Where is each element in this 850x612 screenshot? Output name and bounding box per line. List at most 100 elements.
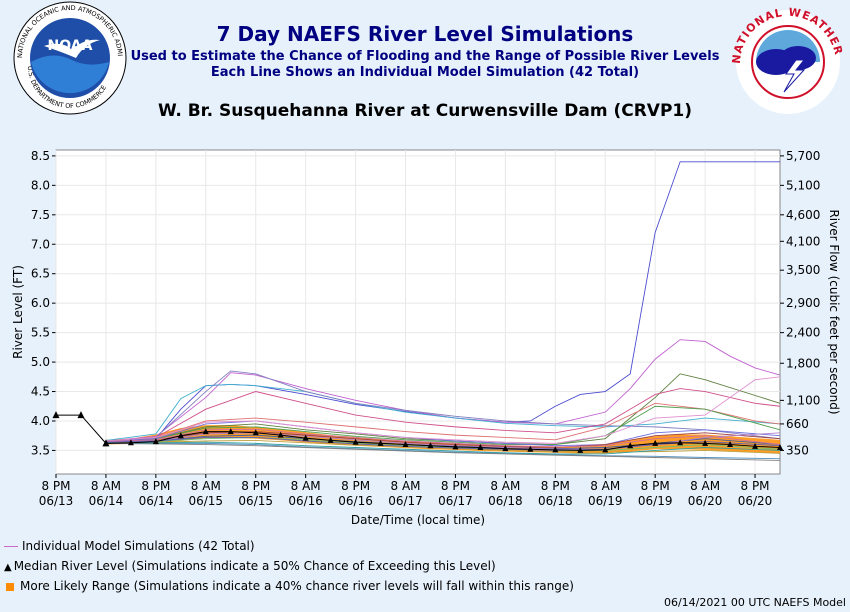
x-tick-label-date: 06/14	[89, 494, 124, 508]
y-tick-label: 4.0	[31, 414, 50, 428]
median-point	[577, 446, 584, 453]
simulation-line	[105, 441, 781, 455]
median-point	[702, 439, 709, 446]
median-point	[302, 434, 309, 441]
y2-tick-label: 5,700	[786, 149, 820, 163]
x-tick-label-date: 06/18	[488, 494, 523, 508]
y-axis-label: River Level (FT)	[11, 265, 25, 359]
y2-tick-label: 4,600	[786, 208, 820, 222]
legend-median-icon: ▲	[4, 562, 12, 573]
simulation-line	[105, 428, 781, 448]
x-tick-label-time: 8 PM	[741, 479, 770, 493]
legend-range-icon	[6, 582, 14, 591]
model-run-footer: 06/14/2021 00 UTC NAEFS Model	[663, 596, 846, 609]
x-tick-label-time: 8 PM	[541, 479, 570, 493]
x-tick-label-date: 06/18	[538, 494, 573, 508]
x-tick-label-time: 8 AM	[91, 479, 121, 493]
median-point	[202, 428, 209, 435]
median-point	[477, 443, 484, 450]
median-point	[352, 438, 359, 445]
y-tick-label: 7.5	[31, 208, 50, 222]
legend-range-label: More Likely Range (Simulations indicate …	[20, 579, 574, 593]
y-tick-label: 8.5	[31, 149, 50, 163]
x-tick-label-date: 06/17	[438, 494, 473, 508]
simulation-line	[105, 420, 781, 447]
median-point	[777, 443, 783, 450]
median-point	[227, 428, 234, 435]
page-title: 7 Day NAEFS River Level Simulations	[216, 22, 634, 46]
y-tick-label: 3.5	[31, 443, 50, 457]
x-tick-label-date: 06/19	[638, 494, 673, 508]
y2-tick-label: 1,100	[786, 393, 820, 407]
x-tick-label-date: 06/15	[188, 494, 223, 508]
y2-axis-label: River Flow (cubic feet per second)	[827, 209, 841, 414]
legend-individual: Individual Model Simulations (42 Total)	[4, 539, 255, 553]
median-point	[727, 441, 734, 448]
y-tick-label: 8.0	[31, 178, 50, 192]
y2-tick-label: 4,100	[786, 234, 820, 248]
simulation-line	[105, 388, 781, 442]
x-tick-label-date: 06/19	[588, 494, 623, 508]
legend-line-icon	[4, 546, 18, 547]
median-point	[652, 439, 659, 446]
median-point	[502, 445, 509, 452]
median-point	[402, 441, 409, 448]
x-tick-label-date: 06/16	[288, 494, 323, 508]
median-point	[327, 436, 334, 443]
median-point	[527, 445, 534, 452]
y-tick-label: 4.5	[31, 385, 50, 399]
page-subtitle-1: Used to Estimate the Chance of Flooding …	[130, 49, 720, 64]
median-point	[752, 442, 759, 449]
likely-range-band	[105, 425, 781, 454]
median-point	[677, 439, 684, 446]
simulation-line	[105, 402, 781, 442]
observed-point	[77, 411, 85, 419]
x-tick-label-time: 8 PM	[241, 479, 270, 493]
simulation-line	[105, 384, 781, 441]
x-tick-label-time: 8 AM	[291, 479, 321, 493]
y-tick-label: 5.5	[31, 326, 50, 340]
x-tick-label-time: 8 AM	[590, 479, 620, 493]
plot-area	[55, 149, 781, 475]
legend-individual-label: Individual Model Simulations (42 Total)	[22, 539, 255, 553]
x-tick-label-time: 8 AM	[490, 479, 520, 493]
x-tick-label-date: 06/17	[388, 494, 423, 508]
median-point	[102, 439, 109, 446]
simulation-line	[105, 339, 781, 442]
median-point	[252, 429, 259, 436]
median-point	[152, 438, 159, 445]
median-line	[105, 431, 781, 451]
y2-tick-label: 1,800	[786, 356, 820, 370]
x-tick-label-time: 8 AM	[191, 479, 221, 493]
median-point	[427, 442, 434, 449]
median-point	[377, 439, 384, 446]
x-tick-label-time: 8 PM	[41, 479, 70, 493]
y2-tick-label: 3,500	[786, 263, 820, 277]
median-point	[627, 442, 634, 449]
y-tick-label: 6.0	[31, 296, 50, 310]
x-tick-label-time: 8 PM	[141, 479, 170, 493]
legend-median: ▲ Median River Level (Simulations indicat…	[4, 559, 496, 573]
y2-tick-label: 660	[786, 417, 809, 431]
y-tick-label: 5.0	[31, 355, 50, 369]
median-point	[452, 443, 459, 450]
median-point	[177, 432, 184, 439]
legend-median-label: Median River Level (Simulations indicate…	[13, 559, 496, 573]
y2-tick-label: 5,100	[786, 178, 820, 192]
x-axis-label: Date/Time (local time)	[351, 513, 485, 527]
x-tick-label-time: 8 PM	[341, 479, 370, 493]
x-tick-label-time: 8 PM	[441, 479, 470, 493]
simulation-line	[105, 376, 781, 444]
x-tick-label-time: 8 AM	[690, 479, 720, 493]
x-tick-label-date: 06/20	[738, 494, 773, 508]
observed-point	[52, 411, 60, 419]
x-tick-label-date: 06/14	[139, 494, 174, 508]
simulation-line	[105, 442, 781, 460]
y-tick-label: 6.5	[31, 267, 50, 281]
y2-tick-label: 2,400	[786, 326, 820, 340]
median-point	[602, 446, 609, 453]
x-tick-label-date: 06/15	[238, 494, 273, 508]
median-point	[277, 431, 284, 438]
legend-range: More Likely Range (Simulations indicate …	[6, 579, 574, 593]
